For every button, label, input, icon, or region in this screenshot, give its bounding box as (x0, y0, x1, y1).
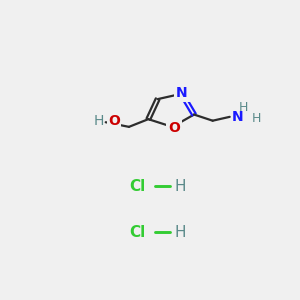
Text: N: N (232, 110, 244, 124)
Text: H: H (251, 112, 261, 125)
Text: Cl: Cl (130, 178, 146, 194)
Text: H: H (175, 178, 186, 194)
Text: O: O (108, 115, 120, 128)
Text: Cl: Cl (130, 225, 146, 240)
Text: N: N (176, 86, 188, 100)
Text: H: H (94, 115, 104, 128)
Text: H: H (239, 101, 248, 114)
Text: H: H (175, 225, 186, 240)
Text: O: O (168, 122, 180, 135)
